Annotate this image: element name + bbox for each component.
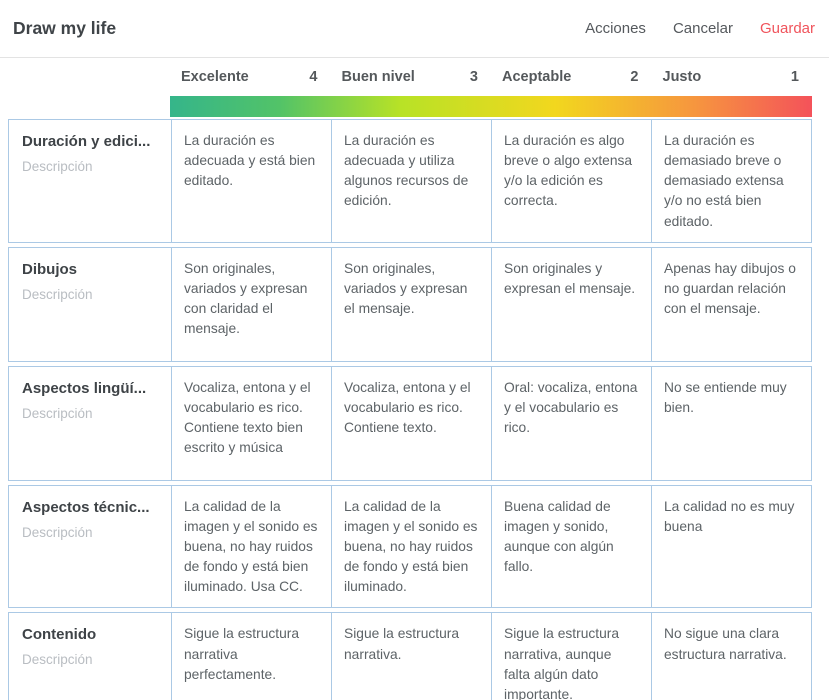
criterion-description-placeholder[interactable]: Descripción: [22, 158, 93, 174]
criterion-cell[interactable]: Aspectos técnic... Descripción: [9, 486, 171, 608]
topbar-actions: Acciones Cancelar Guardar: [585, 20, 815, 37]
level-cell[interactable]: Son originales, variados y expresan el m…: [331, 247, 491, 361]
level-cell[interactable]: La duración es demasiado breve o demasia…: [651, 120, 811, 242]
criterion-title[interactable]: Contenido: [22, 626, 97, 644]
rubric-grid: Duración y edici... Descripción La durac…: [8, 119, 812, 700]
criterion-title[interactable]: Dibujos: [22, 260, 77, 278]
level-label: Excelente: [181, 69, 249, 85]
criterion-title[interactable]: Aspectos lingüí...: [22, 379, 147, 397]
level-cell[interactable]: La calidad de la imagen y el sonido es b…: [331, 485, 491, 608]
level-label: Buen nivel: [341, 69, 415, 85]
level-headers: Excelente 4 Buen nivel 3 Aceptable 2 Jus…: [170, 67, 812, 87]
level-score: 3: [469, 69, 478, 85]
criterion-description-placeholder[interactable]: Descripción: [22, 405, 93, 421]
rubric-editor: Excelente 4 Buen nivel 3 Aceptable 2 Jus…: [0, 58, 829, 700]
criterion-cell[interactable]: Dibujos Descripción: [9, 248, 171, 361]
level-cell[interactable]: La calidad de la imagen y el sonido es b…: [171, 485, 331, 608]
level-label: Justo: [662, 69, 702, 85]
level-header-excelente[interactable]: Excelente 4: [170, 67, 331, 87]
topbar: Draw my life Acciones Cancelar Guardar: [0, 0, 829, 58]
actions-button[interactable]: Acciones: [585, 20, 646, 37]
table-row-contenido: Contenido Descripción Sigue la estructur…: [8, 612, 812, 700]
page-title: Draw my life: [13, 18, 117, 38]
criterion-description-placeholder[interactable]: Descripción: [22, 652, 93, 668]
criterion-cell[interactable]: Contenido Descripción: [9, 613, 171, 700]
cancel-button[interactable]: Cancelar: [672, 20, 733, 37]
criterion-description-placeholder[interactable]: Descripción: [22, 286, 93, 302]
level-cell[interactable]: Oral: vocaliza, entona y el vocabulario …: [491, 366, 651, 480]
level-cell[interactable]: La calidad no es muy buena: [651, 485, 811, 608]
level-cell[interactable]: Son originales, variados y expresan con …: [171, 247, 331, 361]
criterion-cell[interactable]: Aspectos lingüí... Descripción: [9, 367, 171, 480]
criterion-title[interactable]: Duración y edici...: [22, 133, 151, 150]
level-header-buen-nivel[interactable]: Buen nivel 3: [331, 67, 492, 87]
level-cell[interactable]: Vocaliza, entona y el vocabulario es ric…: [171, 366, 331, 480]
level-cell[interactable]: No se entiende muy bien.: [651, 366, 811, 480]
level-cell[interactable]: Son originales y expresan el mensaje.: [491, 247, 651, 361]
level-cell[interactable]: Buena calidad de imagen y sonido, aunque…: [491, 485, 651, 608]
level-score: 1: [790, 69, 799, 85]
level-cell[interactable]: La duración es adecuada y está bien edit…: [171, 120, 331, 242]
table-row-aspectos-linguisticos: Aspectos lingüí... Descripción Vocaliza,…: [8, 365, 812, 481]
level-score: 4: [309, 69, 318, 85]
level-cell[interactable]: No sigue una clara estructura narrativa.: [651, 613, 811, 700]
level-label: Aceptable: [502, 69, 572, 85]
level-cell[interactable]: Sigue la estructura narrativa, aunque fa…: [491, 613, 651, 700]
criterion-description-placeholder[interactable]: Descripción: [22, 524, 93, 540]
level-header-aceptable[interactable]: Aceptable 2: [491, 67, 652, 87]
level-cell[interactable]: Sigue la estructura narrativa perfectame…: [171, 613, 331, 700]
criterion-cell[interactable]: Duración y edici... Descripción: [9, 120, 171, 242]
level-cell[interactable]: Sigue la estructura narrativa.: [331, 613, 491, 700]
criterion-title[interactable]: Aspectos técnic...: [22, 498, 150, 516]
level-header-justo[interactable]: Justo 1: [652, 67, 813, 87]
level-cell[interactable]: La duración es adecuada y utiliza alguno…: [331, 120, 491, 242]
table-row-dibujos: Dibujos Descripción Son originales, vari…: [8, 246, 812, 362]
table-row-duracion: Duración y edici... Descripción La durac…: [8, 119, 812, 243]
table-row-aspectos-tecnicos: Aspectos técnic... Descripción La calida…: [8, 484, 812, 609]
level-score: 2: [630, 69, 639, 85]
level-cell[interactable]: Vocaliza, entona y el vocabulario es ric…: [331, 366, 491, 480]
level-cell[interactable]: La duración es algo breve o algo extensa…: [491, 120, 651, 242]
score-gradient-bar: [170, 96, 812, 117]
save-button[interactable]: Guardar: [759, 20, 815, 37]
level-cell[interactable]: Apenas hay dibujos o no guardan relación…: [651, 247, 811, 361]
